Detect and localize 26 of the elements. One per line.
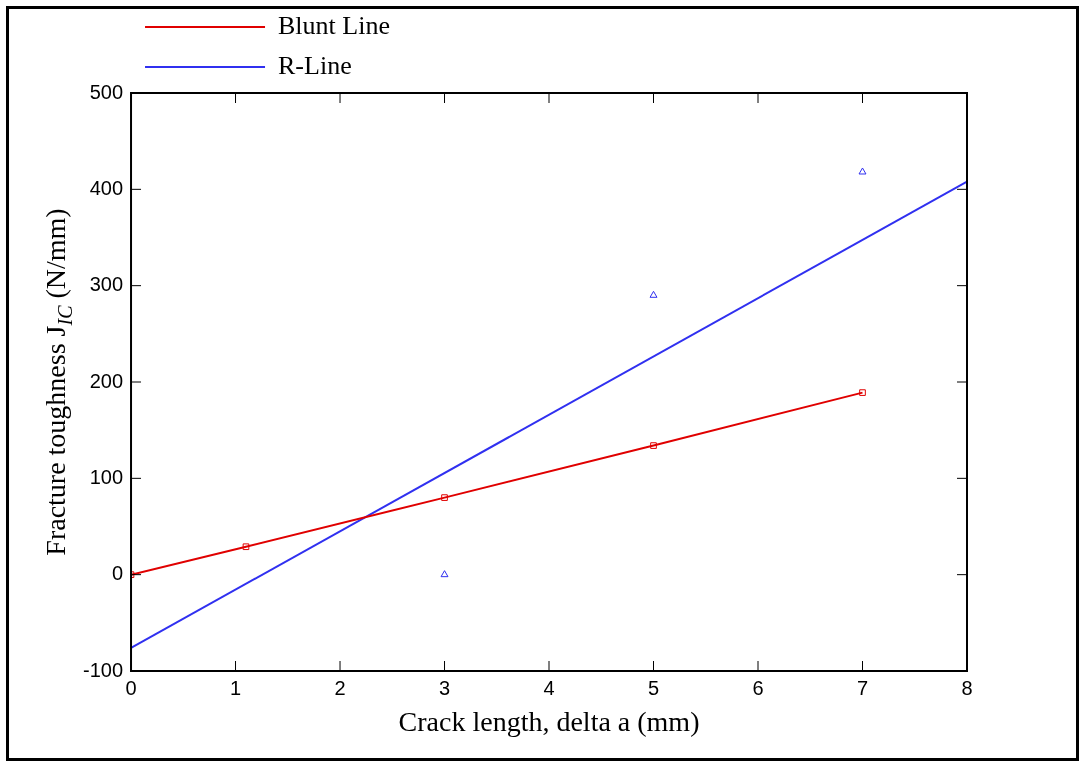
legend-label: R-Line: [278, 50, 352, 80]
y-tick-label: 400: [89, 176, 124, 199]
x-tick-label: 5: [647, 676, 660, 699]
legend-label: Blunt Line: [278, 10, 390, 40]
x-tick-label: 4: [543, 676, 555, 699]
y-tick-label: 300: [89, 273, 124, 296]
y-tick-label: 500: [89, 80, 124, 103]
y-tick-label: 0: [111, 562, 124, 585]
y-tick-label: 100: [89, 465, 124, 488]
point: [649, 290, 658, 298]
x-tick-label: 7: [856, 676, 869, 699]
point: [242, 543, 250, 551]
point: [441, 494, 448, 501]
x-axis-title: Crack length, delta a (mm): [398, 706, 700, 737]
y-axis-title: Fracture toughness JIC (N/mm): [40, 208, 76, 556]
x-tick-label: 2: [334, 676, 346, 699]
x-tick-label: 1: [229, 676, 242, 699]
x-tick-label: 6: [752, 676, 764, 699]
point: [859, 389, 866, 396]
point: [650, 442, 657, 449]
point: [858, 167, 867, 175]
y-tick-label: -100: [83, 658, 124, 681]
y-tick-label: 200: [89, 369, 124, 392]
point: [440, 570, 449, 578]
x-tick-label: 3: [438, 676, 451, 699]
x-tick-label: 8: [961, 676, 973, 699]
